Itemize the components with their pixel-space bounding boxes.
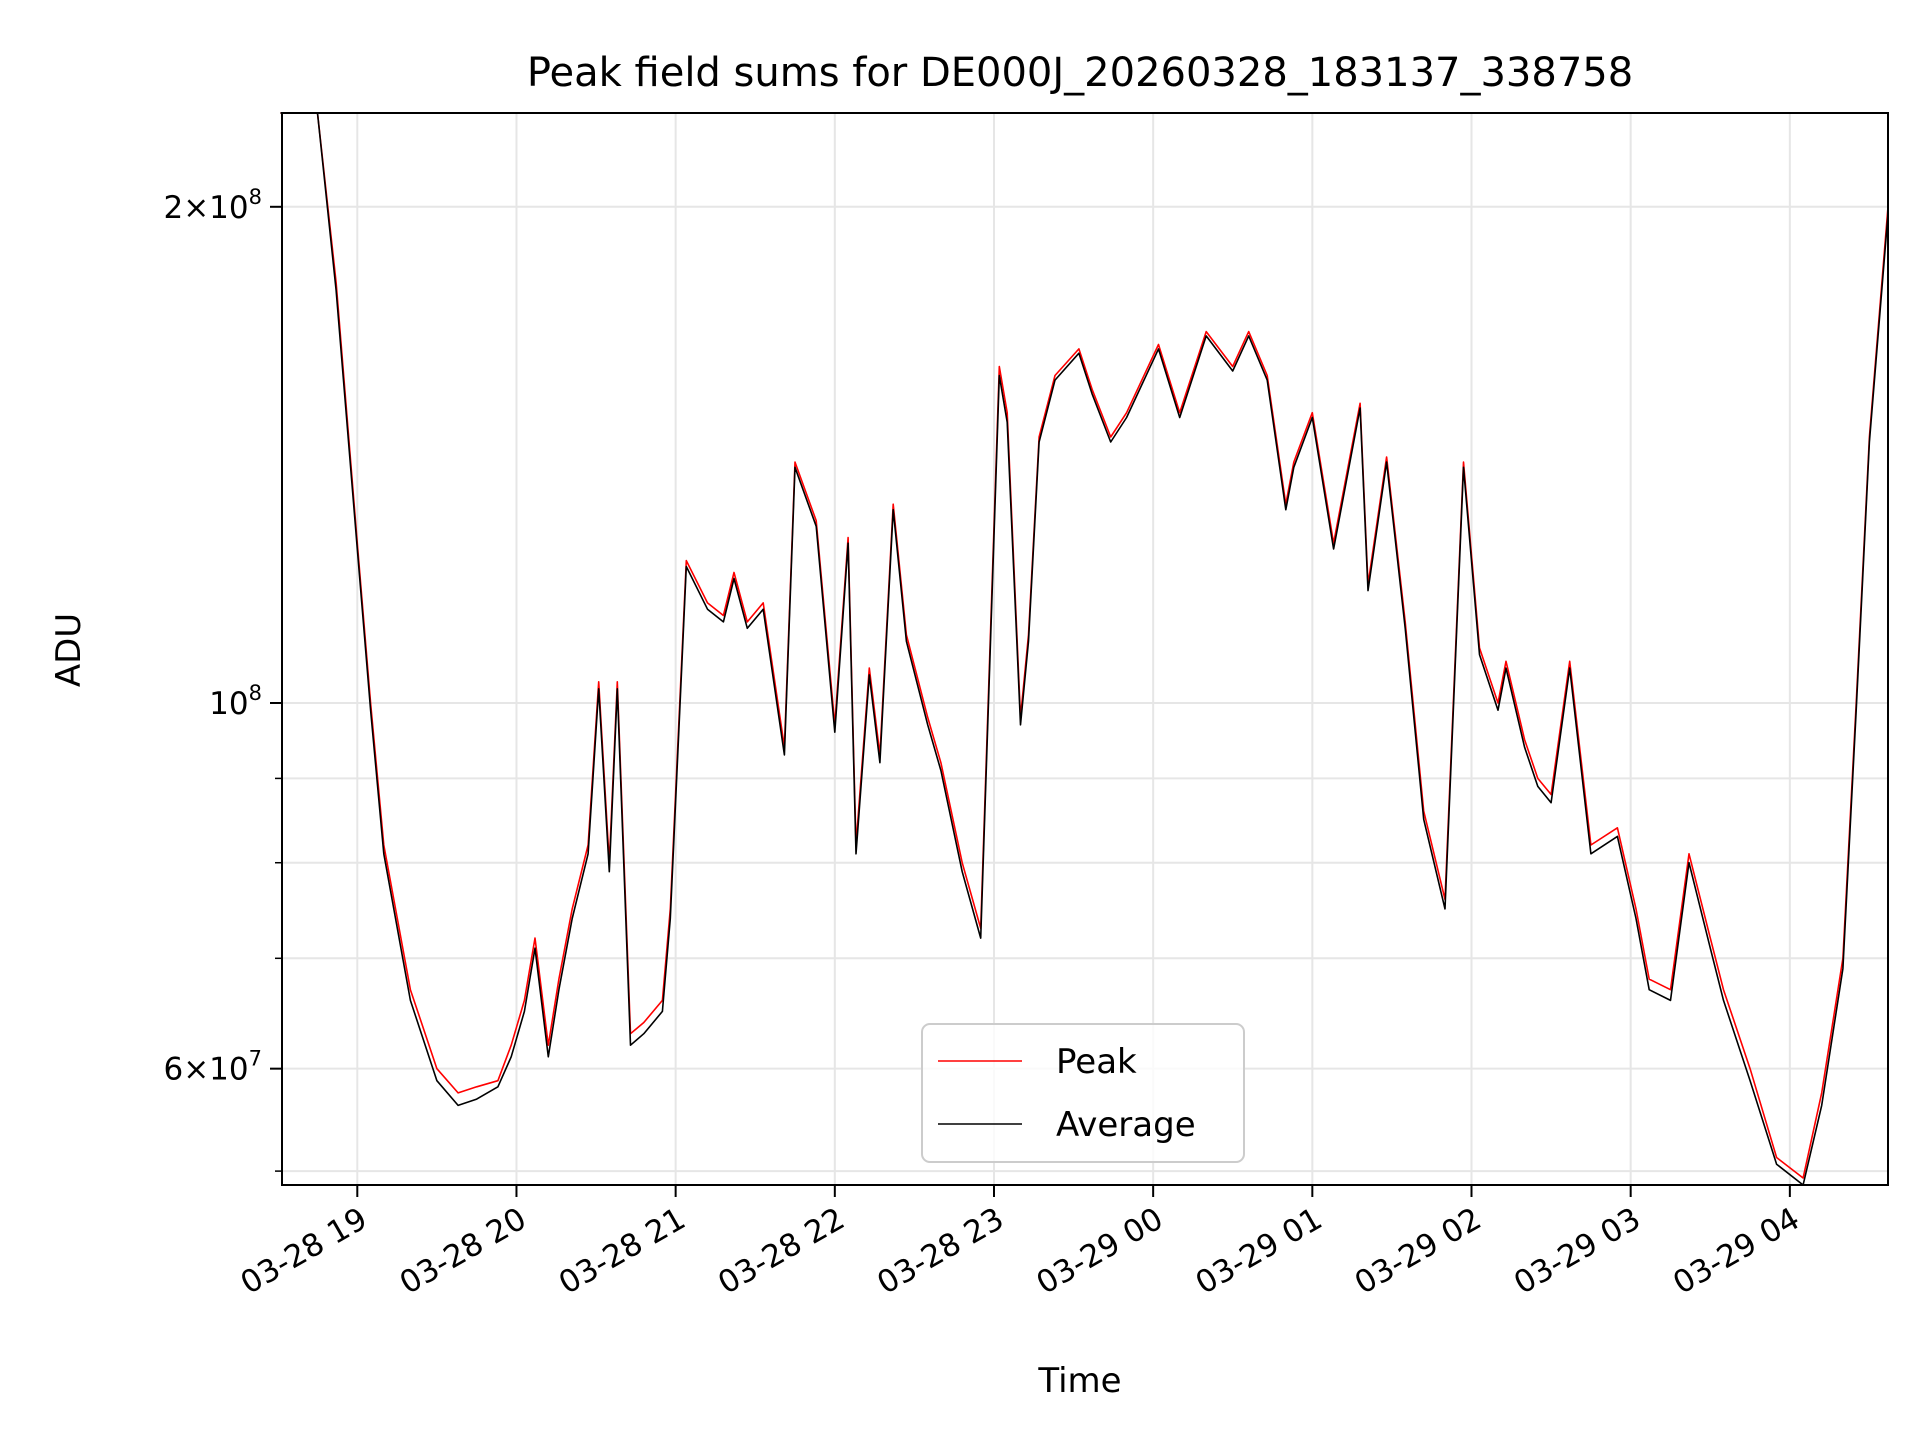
y-tick-label: 2×108 — [163, 185, 262, 226]
legend: Peak Average — [921, 1023, 1245, 1163]
x-axis-label: Time — [1037, 1361, 1121, 1401]
legend-label-average: Average — [1056, 1105, 1196, 1145]
y-tick-label: 6×107 — [163, 1047, 262, 1088]
grid — [282, 113, 1888, 1185]
legend-box — [921, 1023, 1245, 1163]
legend-label-peak: Peak — [1056, 1042, 1137, 1082]
y-axis-label: ADU — [49, 613, 89, 687]
chart-title: Peak field sums for DE000J_20260328_1831… — [527, 50, 1633, 96]
series-line-average — [280, 112, 1889, 1186]
plot-frame — [281, 112, 1889, 1186]
plot-lines — [280, 112, 1889, 1186]
